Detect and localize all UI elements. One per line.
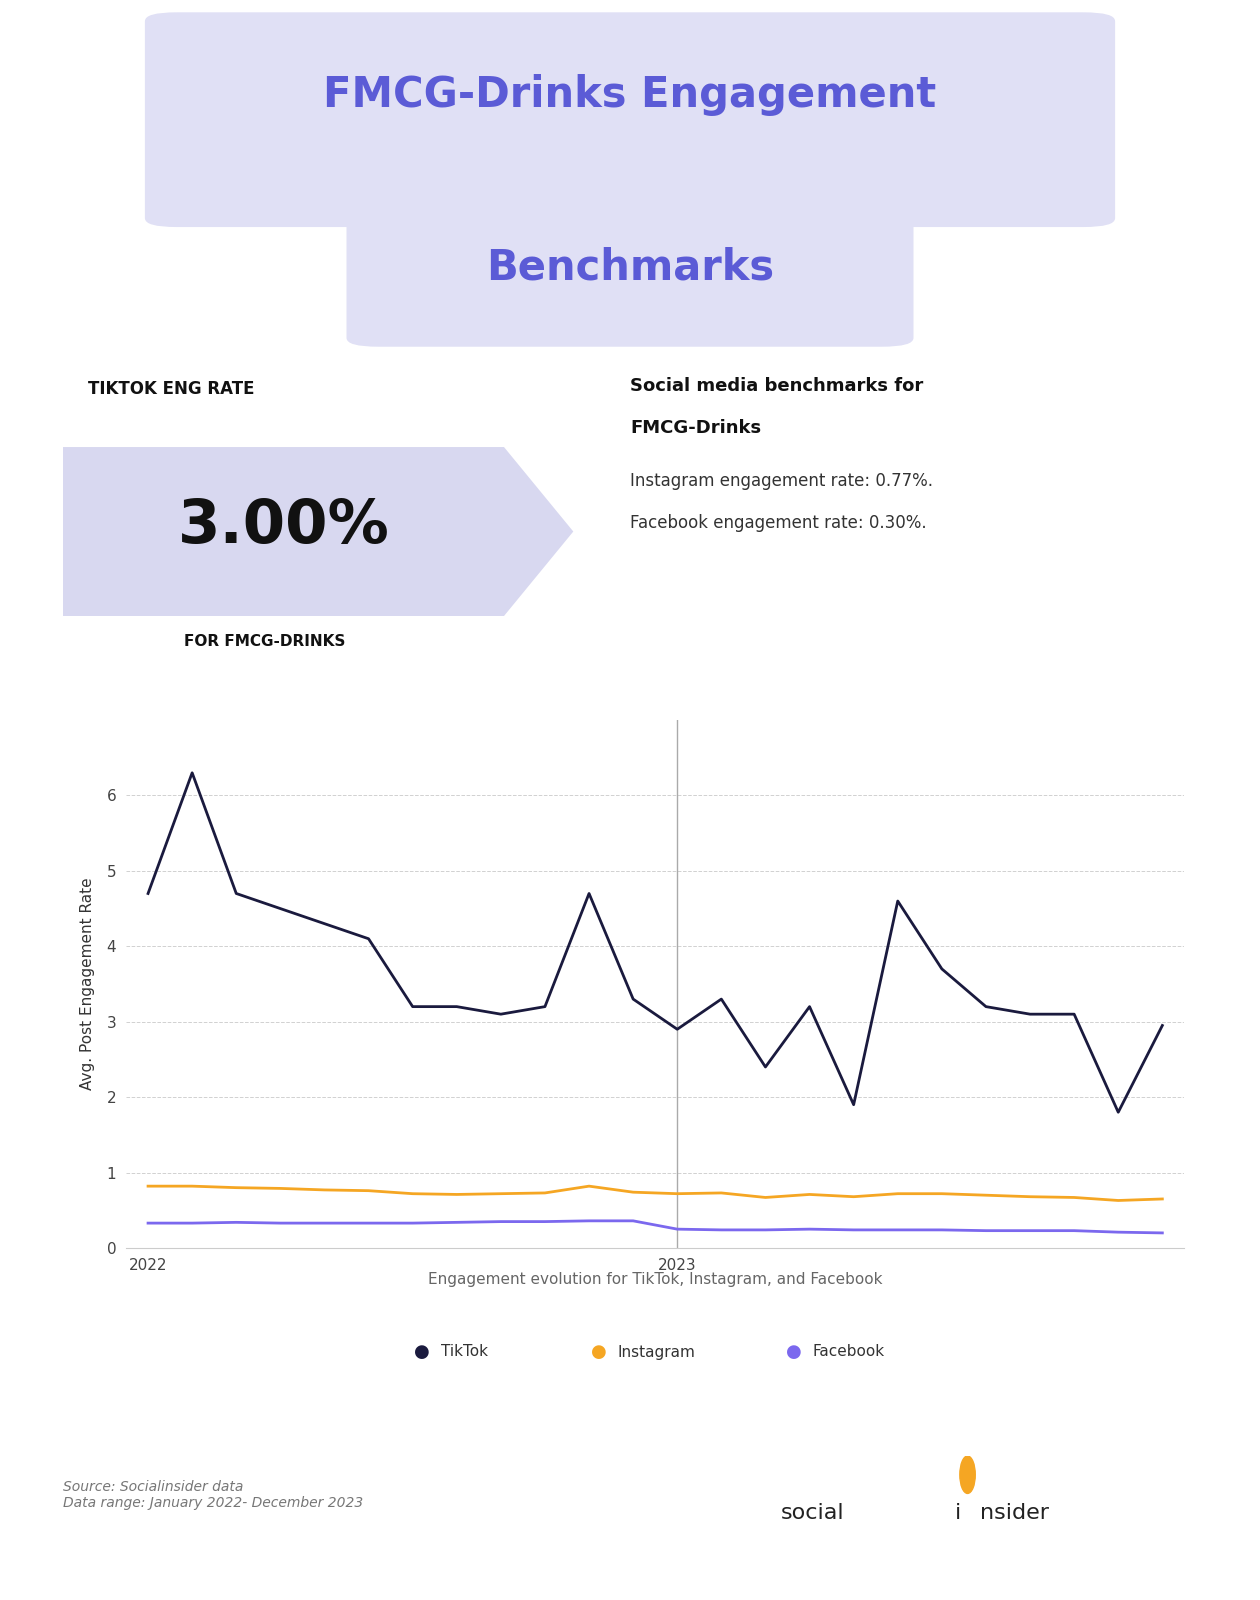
Text: FMCG-Drinks: FMCG-Drinks (630, 419, 761, 437)
Text: Instagram: Instagram (617, 1344, 696, 1360)
Text: ●: ● (591, 1342, 606, 1362)
Text: Instagram engagement rate: 0.77%.: Instagram engagement rate: 0.77%. (630, 472, 932, 490)
Polygon shape (63, 446, 573, 616)
Text: social: social (781, 1504, 844, 1523)
Text: Facebook engagement rate: 0.30%.: Facebook engagement rate: 0.30%. (630, 514, 926, 531)
Text: ●: ● (415, 1342, 430, 1362)
Text: i: i (955, 1504, 961, 1523)
Circle shape (960, 1456, 975, 1493)
Text: TikTok: TikTok (441, 1344, 488, 1360)
Text: Source: Socialinsider data
Data range: January 2022- December 2023: Source: Socialinsider data Data range: J… (63, 1480, 363, 1510)
Text: nsider: nsider (980, 1504, 1050, 1523)
Text: Social media benchmarks for: Social media benchmarks for (630, 376, 924, 395)
Text: Benchmarks: Benchmarks (486, 246, 774, 288)
Y-axis label: Avg. Post Engagement Rate: Avg. Post Engagement Rate (81, 878, 96, 1090)
FancyBboxPatch shape (346, 189, 914, 347)
Text: FMCG-Drinks Engagement: FMCG-Drinks Engagement (324, 74, 936, 117)
FancyBboxPatch shape (145, 13, 1115, 227)
Text: Facebook: Facebook (813, 1344, 885, 1360)
Text: ●: ● (786, 1342, 801, 1362)
Text: TIKTOK ENG RATE: TIKTOK ENG RATE (88, 381, 255, 398)
Text: 3.00%: 3.00% (178, 496, 389, 555)
Text: FOR FMCG-DRINKS: FOR FMCG-DRINKS (184, 634, 345, 648)
Text: Engagement evolution for TikTok, Instagram, and Facebook: Engagement evolution for TikTok, Instagr… (428, 1272, 882, 1286)
